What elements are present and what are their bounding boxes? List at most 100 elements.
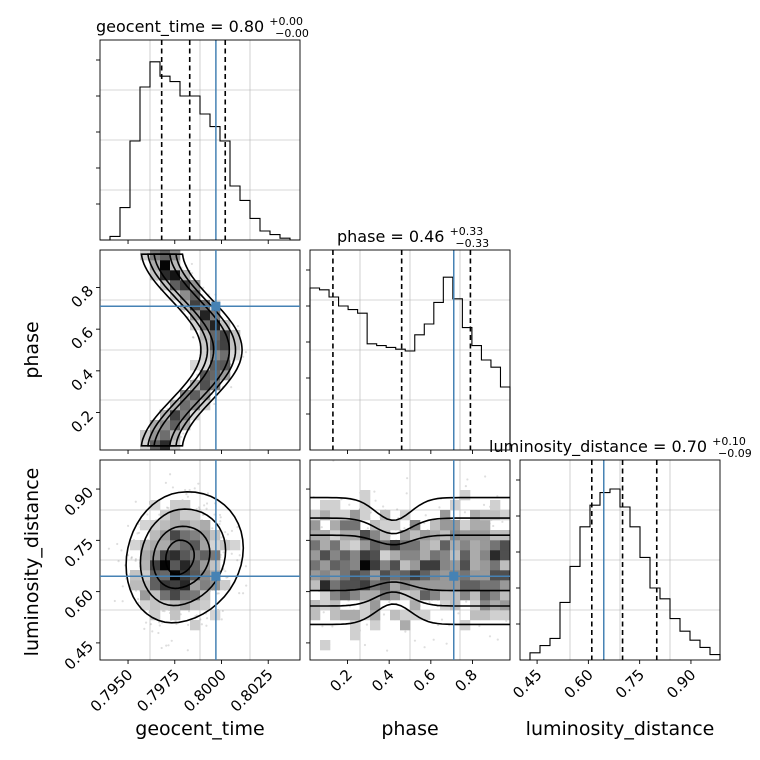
density-cell [420, 590, 431, 601]
sample-point [321, 625, 324, 628]
sample-point [369, 511, 373, 514]
density-cell [440, 560, 451, 571]
density-cell [200, 530, 211, 541]
density-cell [150, 560, 161, 571]
density-cell [170, 430, 181, 441]
density-cell [320, 540, 331, 551]
density-cell [190, 390, 201, 401]
density-cell [440, 580, 451, 591]
sample-point [186, 649, 189, 652]
density-cell [350, 570, 361, 581]
truth-marker [449, 571, 459, 581]
density-cell [170, 500, 181, 511]
density-cell [170, 520, 181, 531]
density-cell [430, 550, 441, 561]
density-cell [350, 520, 361, 531]
xtick-label-geocent-time: 0.8025 [227, 666, 277, 716]
sample-point [130, 557, 133, 560]
density-cell [490, 500, 501, 511]
density-cell [390, 610, 401, 621]
contour-level-0 [310, 496, 510, 626]
density-cell [320, 500, 331, 511]
density-cell [180, 290, 191, 301]
density-cell [390, 520, 401, 531]
density-cell [170, 280, 181, 291]
sample-point [185, 493, 188, 496]
density-cell [130, 540, 141, 551]
density-cell [460, 540, 471, 551]
sample-point [168, 473, 172, 476]
joint-geocent-time-phase [140, 250, 248, 450]
density-cell [310, 520, 321, 531]
sample-point [148, 611, 151, 614]
sample-point [482, 503, 486, 506]
sample-point [374, 499, 377, 502]
sample-point [192, 336, 195, 339]
xtick-label-geocent-time: 0.7950 [87, 666, 137, 716]
sample-point [220, 618, 223, 621]
density-cell [360, 610, 371, 621]
density-cell [360, 530, 371, 541]
density-cell [430, 540, 441, 551]
sample-point [224, 570, 227, 573]
contour-level-2 [310, 534, 510, 592]
density-cell [180, 540, 191, 551]
density-cell [160, 530, 171, 541]
density-cell [160, 560, 171, 571]
xlabel-luminosity-distance: luminosity_distance [526, 718, 715, 740]
sample-point [388, 600, 391, 604]
contour-level-2 [152, 525, 211, 590]
density-cell [220, 320, 231, 331]
sample-point [424, 514, 427, 517]
density-cell [190, 620, 201, 631]
sample-point [171, 486, 175, 489]
sample-point [191, 335, 195, 339]
density-cell [500, 550, 510, 561]
density-cell [180, 510, 191, 521]
density-cell [480, 610, 491, 621]
density-cell [390, 550, 401, 561]
sample-point [218, 513, 222, 517]
sample-point [130, 556, 133, 559]
density-cell [310, 560, 321, 571]
density-cell [380, 520, 391, 531]
density-cell [180, 530, 191, 541]
sample-point [484, 475, 487, 478]
sample-point [126, 524, 130, 527]
density-cell [490, 560, 501, 571]
sample-point [230, 386, 233, 389]
density-cell [220, 580, 231, 591]
density-cell [200, 400, 211, 411]
density-cell [190, 300, 201, 311]
density-cell [500, 540, 510, 551]
sample-point [363, 643, 367, 647]
sample-point [245, 584, 248, 587]
density-cell [150, 590, 161, 601]
density-cell [360, 540, 371, 551]
density-cell [410, 550, 421, 561]
density-cell [380, 510, 391, 521]
density-cell [170, 400, 181, 411]
density-cell [160, 600, 171, 611]
density-cell [140, 520, 151, 531]
density-cell [320, 580, 331, 591]
density-cell [190, 310, 201, 321]
density-cell [190, 540, 201, 551]
density-cell [450, 590, 461, 601]
sample-point [488, 635, 492, 638]
density-cell [480, 550, 491, 561]
density-cell [350, 620, 361, 631]
density-cell [150, 540, 161, 551]
density-cell [310, 610, 321, 621]
density-cell [200, 600, 211, 611]
density-cell [200, 570, 211, 581]
sample-point [382, 613, 386, 616]
sample-point [492, 524, 495, 528]
title-phase-text: phase = 0.46 [337, 227, 444, 246]
ytick-label-phase: 0.8 [67, 282, 97, 312]
density-cell [330, 500, 341, 511]
sample-point [107, 547, 111, 550]
sample-point [137, 598, 140, 601]
ytick-label-luminosity-distance: 0.90 [61, 483, 97, 519]
sample-point [373, 490, 376, 493]
